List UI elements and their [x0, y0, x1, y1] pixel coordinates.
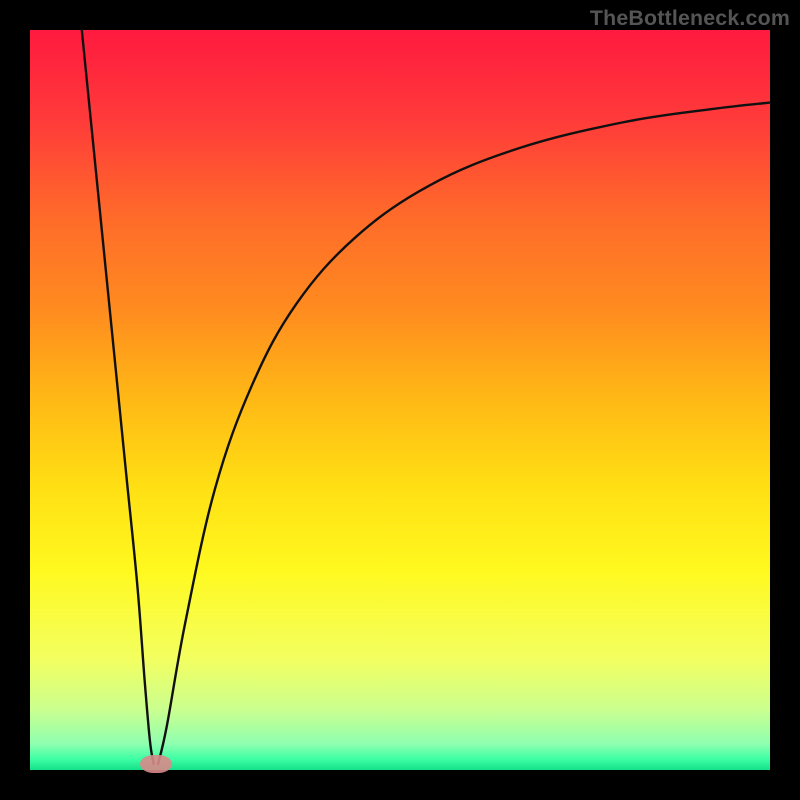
plot-background	[30, 30, 770, 770]
chart-container: TheBottleneck.com	[0, 0, 800, 800]
watermark-text: TheBottleneck.com	[590, 6, 790, 31]
